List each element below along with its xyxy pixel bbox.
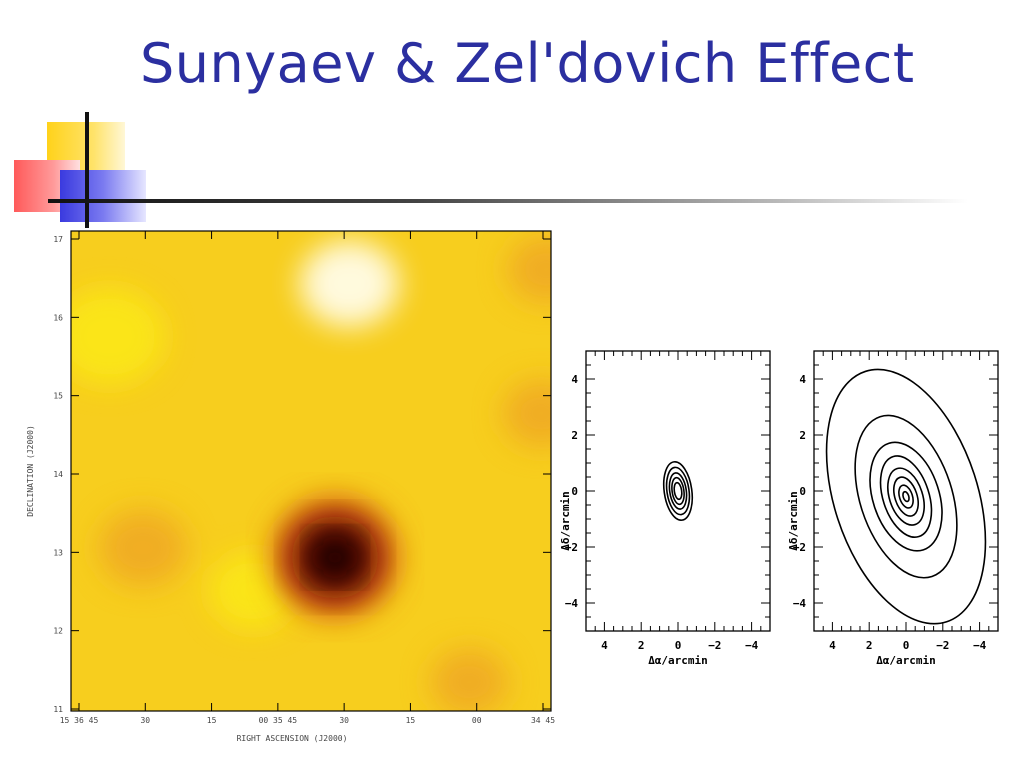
contour-x-tick-label: 0 (903, 639, 910, 652)
heatmap-feature-orange (502, 379, 551, 447)
heatmap-x-tick-label: 15 (406, 716, 416, 725)
heatmap-ylabel: DECLINATION (J2000) (26, 425, 35, 517)
contour-level-6 (892, 476, 920, 517)
contour-level-1 (662, 461, 694, 521)
heatmap-y-tick-label: 17 (53, 235, 63, 244)
contour-ylabel: Δδ/arcmin (559, 491, 572, 551)
heatmap-y-tick-label: 14 (53, 470, 63, 479)
contour-level-3 (869, 441, 943, 552)
contour-x-tick-label: −4 (745, 639, 759, 652)
title-underline-rule (48, 199, 968, 203)
heatmap-x-tick-label: 34 45 (531, 716, 555, 725)
slide-title: Sunyaev & Zel'dovich Effect (140, 32, 915, 95)
heatmap-x-tick-label: 00 35 45 (259, 716, 298, 725)
sz-heatmap-chart: 15 36 45 30 15 00 35 45 30 15 00 34 45 11 12 13 14… (26, 230, 555, 743)
contour-level-4 (671, 476, 685, 506)
heatmap-y-tick-label: 11 (53, 705, 63, 714)
contour-x-tick-label: −4 (973, 639, 987, 652)
contour-y-tick-label: −2 (565, 541, 578, 554)
contour-level-1 (825, 368, 987, 625)
heatmap-feature-bright (299, 240, 400, 327)
contour-ylabel: Δδ/arcmin (787, 491, 800, 551)
decorative-vertical-line (85, 112, 89, 228)
contour-level-5 (673, 481, 683, 501)
contour-level-3 (668, 472, 688, 510)
heatmap-x-tick-label: 30 (140, 716, 150, 725)
heatmap-y-tick-label: 12 (53, 627, 63, 636)
contour-xlabel: Δα/arcmin (648, 654, 708, 667)
contour-level-4 (879, 455, 933, 538)
contour-level-5 (887, 467, 925, 526)
contour-x-tick-label: 2 (638, 639, 645, 652)
contour-y-tick-label: 4 (799, 373, 806, 386)
contour-y-tick-label: −2 (793, 541, 806, 554)
heatmap-y-tick-label: 15 (53, 392, 63, 401)
contour-y-tick-label: 0 (799, 485, 806, 498)
contour-plot-frame (585, 350, 771, 632)
contour-y-tick-label: 4 (571, 373, 578, 386)
heatmap-y-tick-label: 13 (53, 548, 63, 557)
decorative-blue-square (60, 170, 146, 222)
contour-level-7 (898, 484, 914, 509)
contour-x-tick-label: 0 (675, 639, 682, 652)
contour-y-tick-label: 2 (571, 429, 578, 442)
heatmap-feature-orange (507, 235, 551, 303)
heatmap-feature-orange (430, 648, 509, 711)
contour-plot-compact: 4 2 0 −2 −4 −4 −2 0 2 4 Δα/arcmin Δδ/arcmin (559, 350, 771, 667)
contour-xlabel: Δα/arcmin (876, 654, 936, 667)
heatmap-feature-bright (71, 288, 165, 385)
contour-plot-extended: 4 2 0 −2 −4 −4 −2 0 2 4 Δα/arcmin Δδ/arcmin (787, 350, 999, 667)
heatmap-x-tick-label: 30 (339, 716, 349, 725)
heatmap-x-tick-label: 15 36 45 (60, 716, 99, 725)
contour-x-tick-label: 4 (829, 639, 836, 652)
contour-y-tick-label: −4 (793, 597, 807, 610)
contour-level-2 (854, 414, 958, 579)
contour-x-tick-label: 2 (866, 639, 873, 652)
contour-y-tick-label: 2 (799, 429, 806, 442)
contour-x-tick-label: −2 (708, 639, 721, 652)
contour-x-tick-label: 4 (601, 639, 608, 652)
contour-y-tick-label: −4 (565, 597, 579, 610)
heatmap-x-tick-label: 15 (207, 716, 217, 725)
contour-level-8 (902, 490, 910, 503)
contour-y-tick-label: 0 (571, 485, 578, 498)
heatmap-feature-orange (98, 509, 188, 587)
heatmap-x-tick-label: 00 (472, 716, 482, 725)
contour-x-tick-label: −2 (936, 639, 949, 652)
heatmap-y-tick-label: 16 (53, 313, 63, 322)
heatmap-xlabel: RIGHT ASCENSION (J2000) (237, 734, 348, 743)
contour-level-2 (665, 466, 691, 516)
decrement-core-layer-3 (309, 533, 361, 582)
